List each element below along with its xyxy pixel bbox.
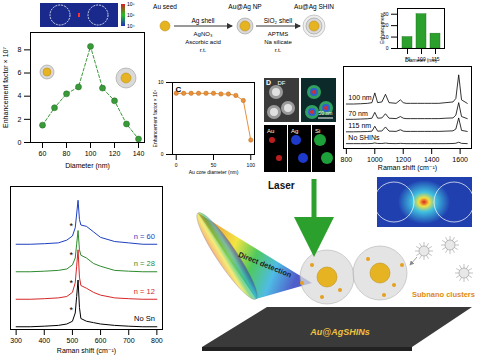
svg-text:1200: 1200 [395, 156, 411, 163]
svg-text:1400: 1400 [424, 156, 440, 163]
svg-text:Subnano clusters: Subnano clusters [412, 290, 475, 299]
svg-text:140: 140 [133, 150, 145, 157]
svg-text:Au: Au [267, 128, 274, 134]
svg-text:115 nm: 115 nm [348, 122, 371, 129]
svg-text:Ag: Ag [291, 128, 298, 134]
svg-text:Direct detection: Direct detection [237, 250, 293, 280]
svg-text:10⁸: 10⁸ [127, 1, 135, 7]
svg-text:Au core diameter (nm): Au core diameter (nm) [189, 169, 239, 175]
svg-text:*: * [70, 305, 74, 315]
svg-text:6: 6 [18, 69, 22, 76]
svg-text:1000: 1000 [367, 156, 383, 163]
svg-text:Ascorbic acid: Ascorbic acid [185, 39, 221, 45]
svg-text:600: 600 [95, 337, 107, 344]
svg-text:300: 300 [10, 337, 22, 344]
svg-text:*: * [70, 250, 74, 260]
svg-text:Diameter (nm): Diameter (nm) [65, 162, 110, 170]
svg-text:100: 100 [85, 150, 97, 157]
svg-text:100 nm: 100 nm [348, 94, 372, 101]
svg-text:20: 20 [382, 22, 389, 29]
svg-text:50 nm: 50 nm [319, 110, 333, 116]
svg-text:100: 100 [247, 162, 256, 168]
svg-text:r.t.: r.t. [275, 47, 282, 53]
svg-text:120: 120 [109, 150, 121, 157]
svg-text:800: 800 [151, 337, 163, 344]
svg-text:8: 8 [18, 46, 22, 53]
svg-text:AgNO₃: AgNO₃ [194, 31, 213, 37]
svg-text:DF: DF [278, 80, 286, 86]
svg-text:Au@AgSHINs: Au@AgSHINs [309, 327, 369, 337]
svg-text:4: 4 [18, 92, 22, 99]
svg-text:SiO₂ shell: SiO₂ shell [264, 17, 293, 24]
svg-text:D: D [266, 79, 271, 86]
svg-text:Au@Ag SHIN: Au@Ag SHIN [294, 3, 334, 11]
svg-text:30: 30 [382, 10, 389, 17]
svg-text:Au@Ag NP: Au@Ag NP [228, 3, 261, 11]
svg-text:50: 50 [211, 162, 217, 168]
svg-text:Ag shell: Ag shell [191, 17, 215, 25]
svg-text:r.t.: r.t. [200, 47, 207, 53]
svg-text:No SHINs: No SHINs [348, 134, 380, 141]
svg-text:Enhancement factor × 10⁷: Enhancement factor × 10⁷ [2, 47, 9, 128]
svg-text:400: 400 [38, 337, 50, 344]
svg-text:Raman shift (cm⁻¹): Raman shift (cm⁻¹) [378, 164, 437, 172]
svg-text:60: 60 [39, 150, 47, 157]
svg-text:0: 0 [175, 162, 178, 168]
svg-text:n = 12: n = 12 [134, 287, 155, 296]
svg-text:APTMS: APTMS [268, 31, 289, 37]
svg-text:Na silicate: Na silicate [264, 39, 292, 45]
svg-text:*: * [70, 221, 74, 231]
svg-text:C: C [176, 85, 182, 94]
svg-text:0: 0 [18, 139, 22, 146]
svg-text:10: 10 [158, 79, 164, 85]
svg-text:1600: 1600 [452, 156, 468, 163]
svg-text:Si: Si [315, 128, 320, 134]
svg-text:10⁴: 10⁴ [127, 23, 135, 29]
svg-text:10: 10 [382, 33, 389, 40]
svg-text:Diameter (nm): Diameter (nm) [405, 57, 437, 63]
svg-text:*: * [70, 278, 74, 288]
svg-text:Au seed: Au seed [153, 3, 177, 10]
svg-text:10⁶: 10⁶ [127, 12, 135, 18]
svg-text:800: 800 [341, 156, 353, 163]
svg-text:Laser: Laser [268, 180, 295, 191]
svg-text:Enhancement factor × 10⁷: Enhancement factor × 10⁷ [152, 89, 158, 147]
svg-text:No Sn: No Sn [134, 314, 155, 323]
svg-text:80: 80 [63, 150, 71, 157]
svg-text:0: 0 [161, 151, 164, 157]
svg-text:Raman shift (cm⁻¹): Raman shift (cm⁻¹) [57, 347, 116, 355]
svg-text:0: 0 [386, 45, 389, 51]
svg-text:Enhancement: Enhancement [379, 12, 385, 43]
svg-text:700: 700 [123, 337, 135, 344]
svg-text:n = 28: n = 28 [134, 259, 155, 268]
svg-text:70 nm: 70 nm [348, 110, 368, 117]
svg-text:2: 2 [18, 116, 22, 123]
svg-text:n = 60: n = 60 [134, 232, 155, 241]
svg-text:500: 500 [67, 337, 79, 344]
